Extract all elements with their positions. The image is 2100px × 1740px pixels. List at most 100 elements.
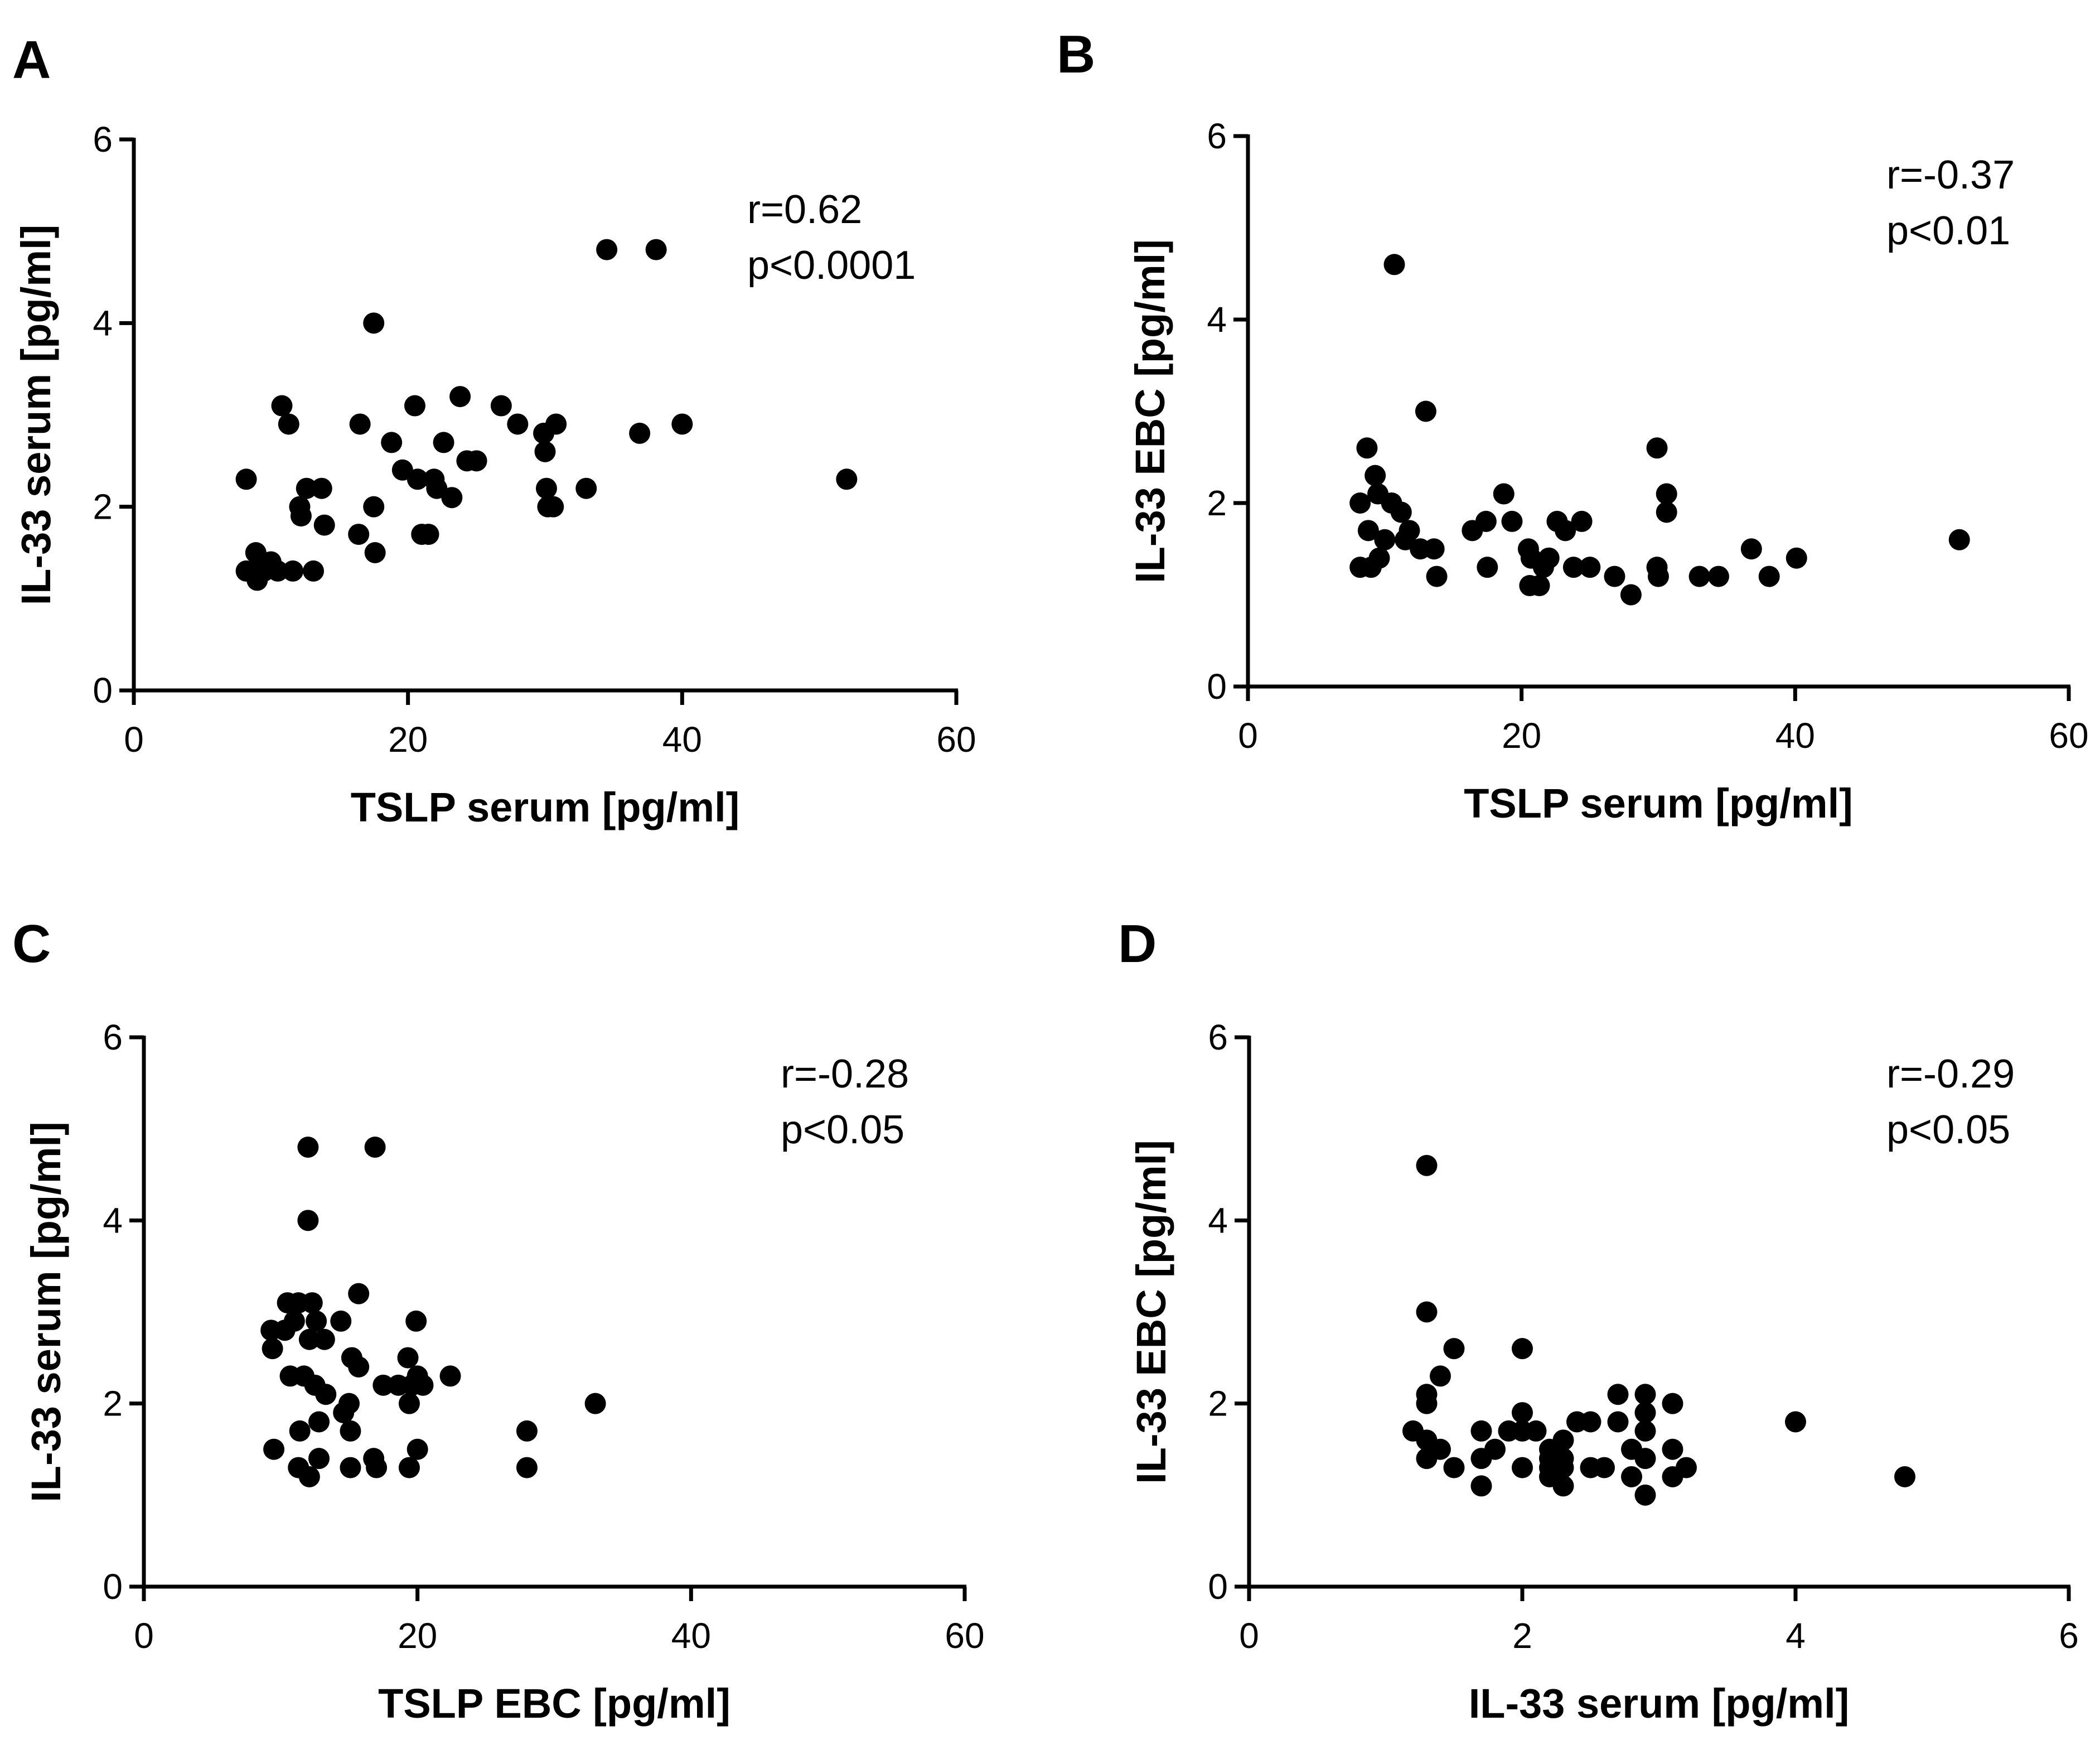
x-tick-label-a: 60 xyxy=(936,719,976,760)
data-point-a xyxy=(311,477,332,499)
x-axis-title-d: IL-33 serum [pg/ml] xyxy=(1469,1680,1850,1727)
data-point-d xyxy=(1634,1484,1656,1506)
x-axis-title-b: TSLP serum [pg/ml] xyxy=(1464,780,1853,826)
data-point-b xyxy=(1707,566,1729,587)
data-point-d xyxy=(1470,1420,1492,1442)
x-tick-label-a: 0 xyxy=(124,719,144,760)
x-axis-title-a: TSLP serum [pg/ml] xyxy=(351,784,740,830)
panel-letter-c: C xyxy=(12,914,51,974)
data-point-d xyxy=(1470,1475,1492,1497)
data-point-d xyxy=(1416,1393,1438,1414)
data-point-c xyxy=(308,1448,330,1470)
data-point-d xyxy=(1607,1384,1629,1405)
data-point-b xyxy=(1528,575,1550,597)
x-tick-label-a: 40 xyxy=(662,719,702,760)
y-tick-label-c: 0 xyxy=(103,1567,123,1607)
y-tick-label-c: 2 xyxy=(103,1384,123,1424)
x-tick-label-d: 2 xyxy=(1512,1616,1532,1656)
data-point-c xyxy=(301,1292,323,1314)
data-point-b xyxy=(1538,547,1560,569)
data-point-d xyxy=(1894,1466,1915,1487)
data-point-c xyxy=(366,1457,388,1478)
x-tick-label-b: 40 xyxy=(1775,716,1815,756)
data-point-a xyxy=(433,432,454,453)
data-point-b xyxy=(1357,520,1379,542)
data-point-a xyxy=(404,395,425,417)
data-point-b xyxy=(1571,510,1593,532)
data-point-c xyxy=(516,1457,538,1478)
y-tick-label-b: 2 xyxy=(1207,483,1227,523)
data-point-b xyxy=(1604,566,1625,587)
data-point-a xyxy=(267,560,289,582)
data-point-b xyxy=(1656,501,1677,523)
data-point-b xyxy=(1383,254,1405,276)
data-point-a xyxy=(466,450,487,472)
data-point-a xyxy=(303,560,325,582)
data-point-b xyxy=(1648,566,1669,587)
y-axis-title-c: IL-33 serum [pg/ml] xyxy=(23,1122,69,1502)
data-point-a xyxy=(364,542,386,563)
x-tick-label-b: 0 xyxy=(1238,716,1258,756)
x-tick-label-a: 20 xyxy=(388,719,428,760)
data-point-d xyxy=(1621,1466,1642,1487)
data-point-c xyxy=(439,1365,461,1387)
data-point-d xyxy=(1552,1475,1574,1497)
data-point-a xyxy=(543,496,564,518)
data-point-d xyxy=(1552,1457,1574,1478)
x-tick-label-d: 4 xyxy=(1786,1616,1806,1656)
data-point-d xyxy=(1443,1338,1465,1360)
x-tick-label-c: 60 xyxy=(945,1616,984,1656)
y-tick-label-d: 0 xyxy=(1208,1567,1228,1607)
data-point-b xyxy=(1501,510,1523,532)
y-tick-label-d: 6 xyxy=(1208,1017,1228,1057)
data-point-c xyxy=(306,1310,327,1332)
data-point-c xyxy=(372,1374,394,1396)
data-point-b xyxy=(1368,547,1390,569)
panel-c: C 0 20 40 60 0 2 4 6 TSLP EBC [pg/ml] IL-33 serum … xyxy=(12,914,985,1727)
r-value-a: r=0.62 xyxy=(747,187,862,232)
y-tick-label-b: 4 xyxy=(1207,299,1227,340)
data-point-b xyxy=(1356,437,1378,459)
y-axis-title-b: IL-33 EBC [pg/ml] xyxy=(1127,239,1173,583)
panel-letter-b: B xyxy=(1057,25,1095,84)
data-point-b xyxy=(1349,492,1371,514)
data-point-c xyxy=(407,1438,428,1460)
data-point-d xyxy=(1662,1438,1683,1460)
data-point-d xyxy=(1594,1457,1615,1478)
data-point-a xyxy=(629,422,651,444)
data-point-c xyxy=(516,1420,538,1442)
data-point-b xyxy=(1786,547,1807,569)
data-point-b xyxy=(1740,538,1762,560)
data-point-d xyxy=(1634,1448,1656,1470)
data-point-a xyxy=(545,413,567,435)
data-point-c xyxy=(315,1384,337,1405)
data-point-c xyxy=(340,1457,361,1478)
data-point-b xyxy=(1426,566,1448,587)
data-point-d xyxy=(1484,1438,1506,1460)
data-point-d xyxy=(1416,1154,1438,1176)
panel-a: A 0 20 40 60 0 2 4 6 TSLP serum [pg/ml] IL-33 seru… xyxy=(12,30,976,830)
x-tick-label-c: 20 xyxy=(398,1616,437,1656)
y-tick-label-a: 0 xyxy=(93,670,113,710)
y-tick-label-c: 4 xyxy=(103,1200,123,1240)
data-point-a xyxy=(490,395,512,417)
panel-d: D 0 2 4 6 0 2 4 6 IL-33 serum [pg/ml] IL-33 EBC [p… xyxy=(1118,914,2079,1727)
data-point-b xyxy=(1948,529,1970,550)
data-point-d xyxy=(1634,1402,1656,1424)
p-value-b: p<0.01 xyxy=(1886,209,2010,253)
data-point-d xyxy=(1512,1457,1533,1478)
data-point-a xyxy=(313,514,335,536)
x-tick-label-d: 6 xyxy=(2059,1616,2079,1656)
data-point-a xyxy=(271,395,293,417)
data-point-d xyxy=(1580,1411,1601,1433)
data-point-c xyxy=(289,1420,311,1442)
data-point-a xyxy=(381,432,403,453)
data-point-b xyxy=(1579,557,1601,578)
data-point-c xyxy=(297,1137,319,1158)
data-point-a xyxy=(290,505,312,527)
p-value-c: p<0.05 xyxy=(781,1108,904,1152)
panel-letter-d: D xyxy=(1118,914,1157,974)
y-tick-label-a: 4 xyxy=(93,303,113,343)
data-point-c xyxy=(298,1466,320,1487)
